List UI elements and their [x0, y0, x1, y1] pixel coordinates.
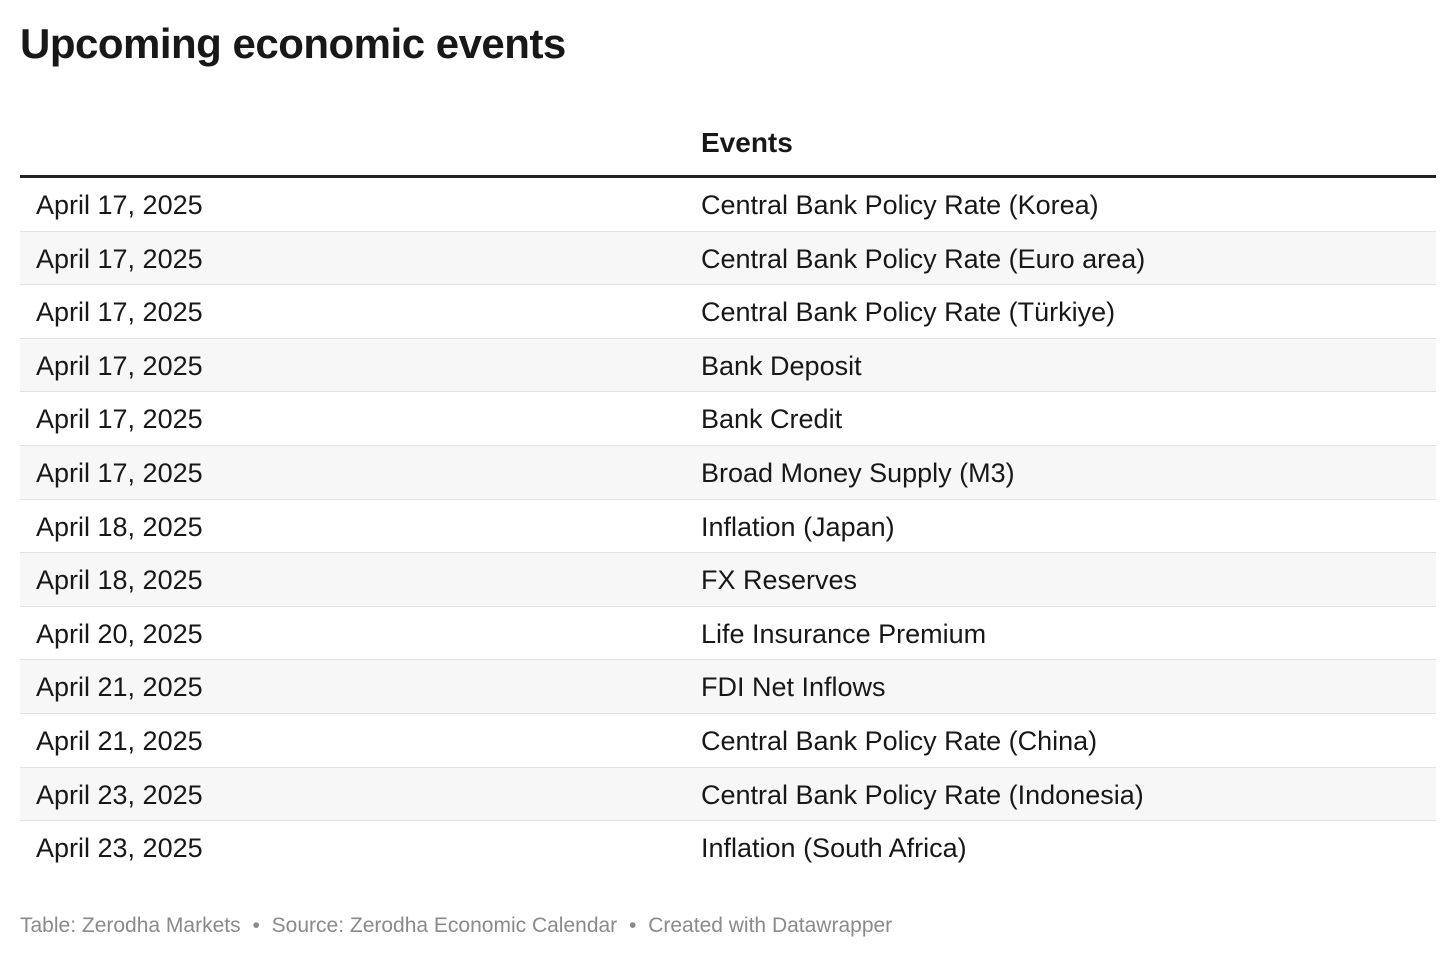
date-cell: April 21, 2025: [36, 725, 203, 756]
date-cell: April 18, 2025: [36, 511, 203, 542]
events-column-header: Events: [701, 127, 793, 158]
table-row: April 21, 2025 Central Bank Policy Rate (…: [20, 714, 1436, 768]
event-cell: Broad Money Supply (M3): [701, 457, 1015, 488]
footer-source: Source: Zerodha Economic Calendar: [271, 914, 618, 937]
table-row: April 17, 2025 Central Bank Policy Rate (…: [20, 231, 1436, 286]
table-row: April 21, 2025 FDI Net Inflows: [20, 660, 1436, 714]
date-cell: April 18, 2025: [36, 565, 203, 596]
footer-separator: •: [252, 914, 260, 937]
event-cell: Central Bank Policy Rate (Korea): [701, 190, 1099, 220]
table-row: April 17, 2025 Central Bank Policy Rate (…: [20, 178, 1436, 232]
events-table: Events April 17, 2025 Central Bank Policy…: [20, 112, 1436, 875]
table-row: April 17, 2025 Broad Money Supply (M3): [20, 445, 1436, 500]
event-cell: Inflation (Japan): [701, 511, 895, 542]
date-cell: April 23, 2025: [36, 779, 203, 810]
date-cell: April 17, 2025: [36, 297, 203, 328]
date-cell: April 17, 2025: [36, 243, 203, 274]
event-cell: Central Bank Policy Rate (Euro area): [701, 243, 1146, 274]
footer-credit: Table: Zerodha Markets: [20, 914, 241, 937]
table-row: April 20, 2025 Life Insurance Premium: [20, 607, 1436, 661]
table-body: April 17, 2025 Central Bank Policy Rate (…: [20, 178, 1436, 875]
event-cell: Central Bank Policy Rate (Türkiye): [701, 297, 1116, 328]
event-cell: FDI Net Inflows: [701, 672, 886, 703]
event-cell: Central Bank Policy Rate (Indonesia): [701, 779, 1144, 810]
footer-separator: •: [629, 914, 637, 937]
table-row: April 23, 2025 Central Bank Policy Rate (…: [20, 767, 1436, 822]
table-row: April 17, 2025 Central Bank Policy Rate (…: [20, 285, 1436, 339]
table-footer: Table: Zerodha Markets • Source: Zerodha…: [20, 912, 892, 940]
table-row: April 23, 2025 Inflation (South Africa): [20, 821, 1436, 875]
date-cell: April 20, 2025: [36, 618, 203, 649]
event-cell: Life Insurance Premium: [701, 618, 987, 649]
table-row: April 18, 2025 FX Reserves: [20, 553, 1436, 607]
date-cell: April 17, 2025: [36, 350, 203, 381]
event-cell: Bank Credit: [701, 404, 843, 435]
table-row: April 18, 2025 Inflation (Japan): [20, 500, 1436, 554]
event-cell: Bank Deposit: [701, 350, 862, 381]
event-cell: Central Bank Policy Rate (China): [701, 725, 1098, 756]
table-row: April 17, 2025 Bank Deposit: [20, 338, 1436, 393]
date-cell: April 23, 2025: [36, 833, 203, 864]
date-cell: April 21, 2025: [36, 672, 203, 703]
event-cell: FX Reserves: [701, 565, 858, 596]
event-cell: Inflation (South Africa): [701, 833, 967, 864]
footer-datawrapper-link[interactable]: Created with Datawrapper: [648, 914, 893, 937]
table-header: Events: [20, 112, 1436, 178]
table-row: April 17, 2025 Bank Credit: [20, 392, 1436, 446]
date-cell: April 17, 2025: [36, 457, 203, 488]
date-cell: April 17, 2025: [36, 404, 203, 435]
date-cell: April 17, 2025: [36, 190, 203, 220]
table-title: Upcoming economic events: [20, 20, 566, 67]
